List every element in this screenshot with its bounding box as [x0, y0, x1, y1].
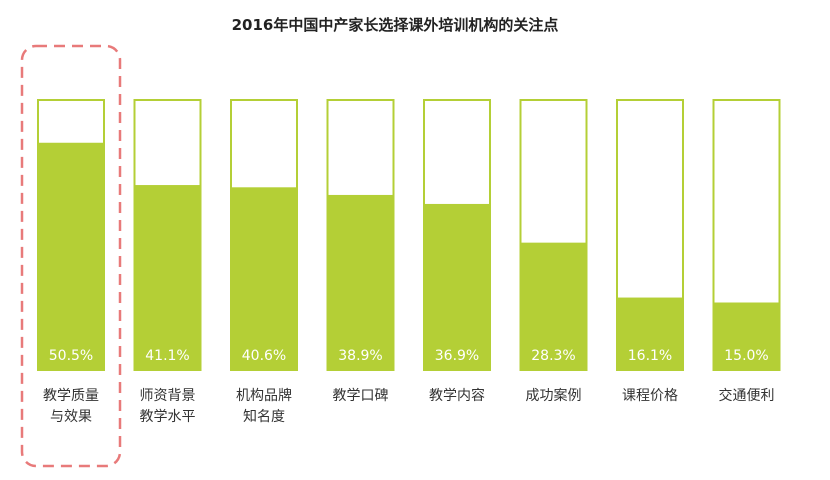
value-label: 41.1% — [145, 348, 189, 364]
bar — [617, 297, 683, 370]
bar — [38, 142, 104, 370]
category-label: 教学内容 — [429, 387, 485, 404]
bar — [231, 187, 297, 370]
category-label: 机构品牌 — [236, 387, 292, 404]
bar — [520, 242, 587, 370]
category-label: 教学水平 — [140, 409, 196, 425]
value-label: 38.9% — [338, 348, 382, 364]
category-label: 师资背景 — [140, 388, 196, 404]
category-label: 知名度 — [243, 408, 285, 425]
value-label: 28.3% — [531, 348, 575, 364]
bar — [713, 302, 780, 370]
bar — [424, 203, 490, 370]
value-label: 16.1% — [628, 348, 672, 364]
category-label: 教学口碑 — [333, 388, 389, 404]
category-label: 交通便利 — [719, 387, 775, 404]
category-label: 成功案例 — [526, 387, 582, 404]
bars-group — [37, 99, 781, 371]
value-label: 15.0% — [724, 348, 768, 364]
bar — [134, 185, 201, 370]
value-label: 40.6% — [242, 348, 286, 364]
category-label: 课程价格 — [622, 388, 678, 404]
bar — [327, 194, 394, 370]
chart-title: 2016年中国中产家长选择课外培训机构的关注点 — [231, 16, 559, 34]
category-label: 教学质量 — [43, 388, 99, 404]
highlight-box — [20, 44, 122, 468]
category-label: 与效果 — [50, 409, 92, 425]
value-label: 50.5% — [49, 348, 93, 364]
value-label: 36.9% — [435, 348, 479, 364]
